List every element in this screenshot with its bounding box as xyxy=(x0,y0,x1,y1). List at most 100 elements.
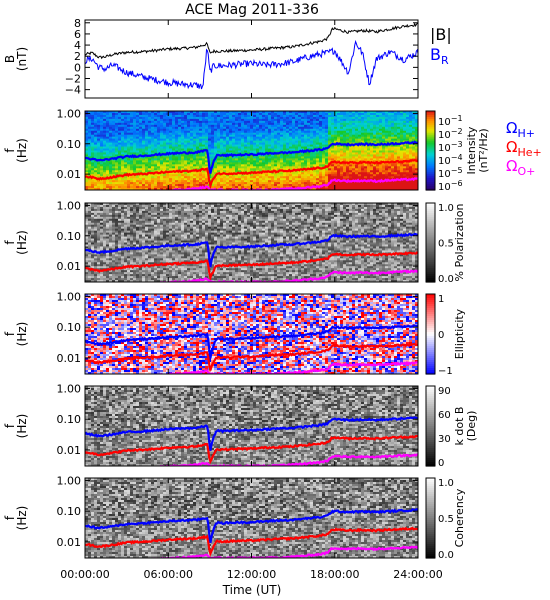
x-tick-label: 06:00:00 xyxy=(144,568,193,581)
y-tick-label: 0.01 xyxy=(57,168,82,181)
y-tick-label: 1.00 xyxy=(57,107,82,120)
y-tick-label: 4 xyxy=(74,39,81,52)
y-tick-label: −2 xyxy=(65,73,81,86)
y-axis-label: f xyxy=(3,331,17,336)
colorbar-frame xyxy=(425,385,436,467)
series-line-b-radial xyxy=(84,39,419,90)
panel-2: 1.00 0.10 0.01 f(Hz) 1.0 0.5 0.0% Polarization xyxy=(3,199,466,285)
gyro-line-he xyxy=(85,159,418,190)
legend-gyro-he: ΩHe+ xyxy=(506,138,542,159)
x-tick-label: 18:00:00 xyxy=(310,568,359,581)
colorbar-frame xyxy=(425,293,436,375)
x-axis: Time (UT) 00:00:00 06:00:00 12:00:00 18:00:… xyxy=(60,568,442,597)
y-tick-label: 0.10 xyxy=(57,413,82,426)
gyro-line-h xyxy=(85,416,418,451)
y-tick-label: 0.10 xyxy=(57,230,82,243)
colorbar-label: Coherency xyxy=(453,488,466,547)
colorbar-label: k dot B xyxy=(453,407,466,446)
y-axis-label: f xyxy=(3,240,17,245)
colorbar-label: Ellipticity xyxy=(453,308,466,359)
gyro-line-o xyxy=(148,177,418,190)
colorbar-tick-label: 1.0 xyxy=(438,203,454,214)
colorbar-frame xyxy=(425,110,436,191)
panel-1: 1.00 0.10 0.01 f(Hz) 10−110−210−310−410−510−… xyxy=(3,107,542,193)
x-axis-label: Time (UT) xyxy=(222,583,282,597)
colorbar-tick-label: 0.5 xyxy=(438,514,454,525)
legend-b-magnitude: |B| xyxy=(430,25,452,44)
colorbar-tick-label: 1.0 xyxy=(438,478,454,489)
gyro-line-h xyxy=(85,508,418,544)
y-tick-label: 1.00 xyxy=(57,382,82,395)
y-tick-label: 1.00 xyxy=(57,290,82,303)
y-axis-label: f xyxy=(3,148,17,153)
colorbar-tick-label: 10−1 xyxy=(438,114,463,128)
colorbar-tick-label: 10−2 xyxy=(438,127,463,141)
colorbar-tick-label: 10−3 xyxy=(438,140,463,154)
colorbar-tick-label: 10−5 xyxy=(438,166,463,180)
gyro-line-h xyxy=(85,324,418,359)
legend-gyro-o: ΩO+ xyxy=(506,157,535,178)
colorbar-frame xyxy=(425,477,436,559)
colorbar-unit: (Deg) xyxy=(465,411,478,442)
y-tick-label: 0 xyxy=(74,61,81,74)
series-line-b-magnitude xyxy=(84,22,419,60)
figure-panels: −4−202468B(nT)|B|BR1.000.100.01f(Hz)10−1… xyxy=(3,17,542,561)
colorbar-tick-label: 0.0 xyxy=(438,550,454,561)
y-tick-label: 0.01 xyxy=(57,352,82,365)
y-axis-label: f xyxy=(3,515,17,520)
y-axis-unit: (nT) xyxy=(15,47,29,71)
panel-5: 1.00 0.10 0.01 f(Hz) 1.0 0.5 0.0 Coherency xyxy=(3,474,466,561)
colorbar-tick-label: 1 xyxy=(438,294,444,305)
gyro-line-o xyxy=(152,360,418,374)
gyro-line-h xyxy=(85,232,418,268)
colorbar-tick-label: 0.0 xyxy=(438,274,454,285)
colorbar-tick-label: −1 xyxy=(438,366,453,377)
colorbar-tick-label: 90 xyxy=(438,386,451,397)
y-tick-label: 0.10 xyxy=(57,505,82,518)
colorbar-5: 90 60 30 0 k dot B (Deg) xyxy=(425,385,478,469)
colorbar-label: Intensity xyxy=(465,126,478,174)
y-tick-label: 0.10 xyxy=(57,321,82,334)
y-axis-unit: (Hz) xyxy=(15,322,29,347)
y-tick-label: 1.00 xyxy=(57,199,82,212)
y-tick-label: −4 xyxy=(65,84,81,97)
y-tick-label: 0.01 xyxy=(57,536,82,549)
colorbar-6: 1.0 0.5 0.0 Coherency xyxy=(425,477,466,561)
y-axis-unit: (Hz) xyxy=(15,230,29,255)
x-tick-label: 24:00:00 xyxy=(393,568,442,581)
y-axis-label: B xyxy=(3,55,17,63)
colorbar-tick-label: 60 xyxy=(438,410,451,421)
y-axis-label: f xyxy=(3,423,17,428)
colorbar-frame xyxy=(425,202,436,283)
y-axis-unit: (Hz) xyxy=(15,414,29,439)
gyro-line-he xyxy=(85,343,418,371)
panel-4: 1.00 0.10 0.01 f(Hz) 90 60 30 0 k dot B (Deg) xyxy=(3,382,478,469)
colorbar-label: % Polarization xyxy=(453,204,466,282)
gyro-line-h xyxy=(85,140,418,174)
heatmap-cells xyxy=(85,478,418,558)
y-tick-label: 1.00 xyxy=(57,474,82,487)
gyro-line-o xyxy=(143,545,418,558)
heatmap-cells xyxy=(85,111,418,190)
colorbar-tick-label: 10−4 xyxy=(438,153,463,167)
y-tick-label: 6 xyxy=(74,28,81,41)
figure-title: ACE Mag 2011-336 xyxy=(185,2,319,18)
colorbar-3: 1.0 0.5 0.0% Polarization xyxy=(425,202,466,285)
y-tick-label: 0.01 xyxy=(57,444,82,457)
heatmap-cells xyxy=(85,386,418,466)
y-tick-label: 0.10 xyxy=(57,138,82,151)
colorbar-tick-label: 0 xyxy=(438,458,444,469)
legend-b-radial: BR xyxy=(430,45,449,67)
colorbar-tick-label: 30 xyxy=(438,434,451,445)
colorbar-tick-label: 10−6 xyxy=(438,179,463,193)
y-axis-unit: (Hz) xyxy=(15,138,29,163)
x-tick-label: 00:00:00 xyxy=(60,568,109,581)
heatmap-cells xyxy=(85,294,418,374)
legend-gyro-h: ΩH+ xyxy=(506,119,535,140)
y-axis-unit: (Hz) xyxy=(15,506,29,531)
colorbar-unit: (nT²/Hz) xyxy=(477,128,490,172)
